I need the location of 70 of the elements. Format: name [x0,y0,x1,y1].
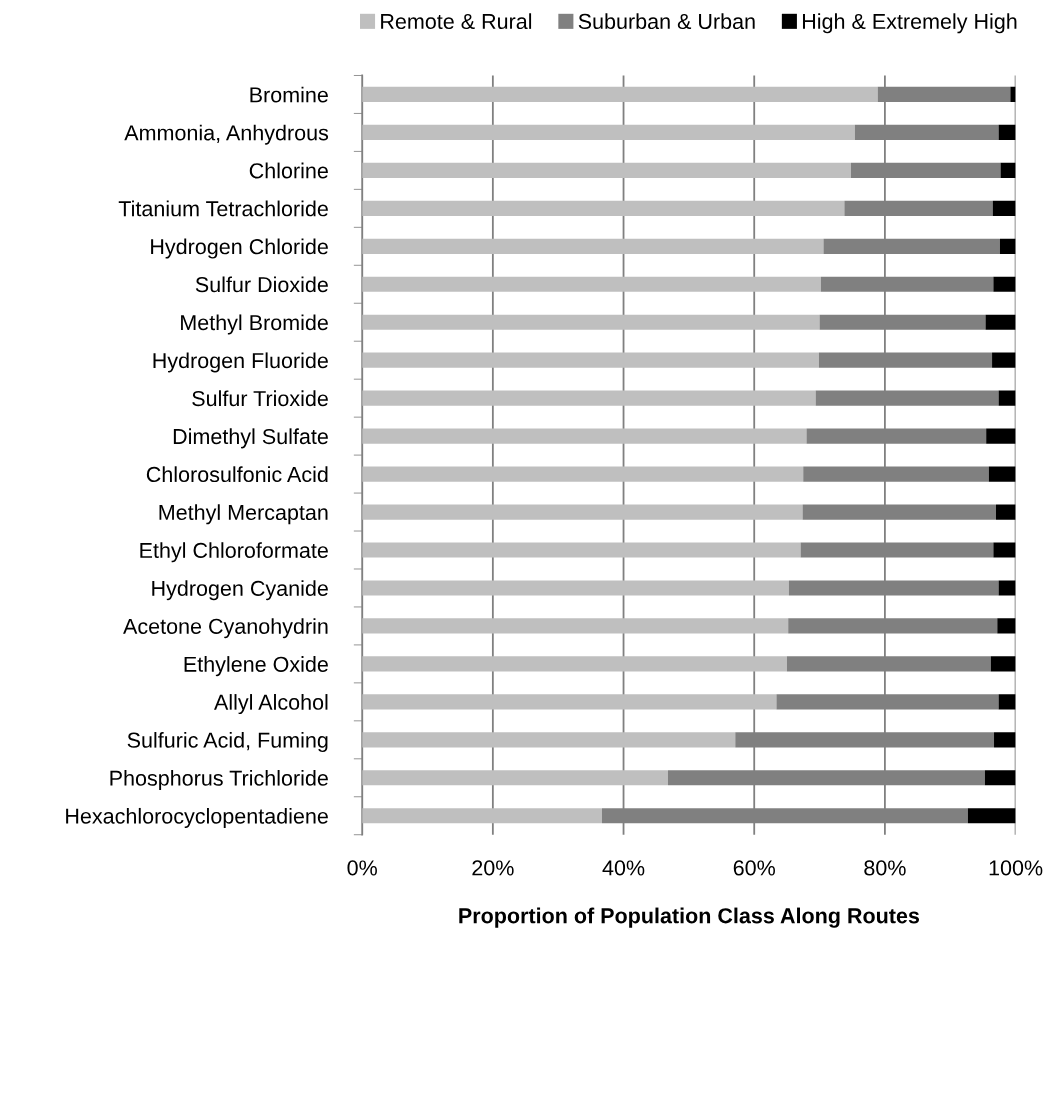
legend-label: Suburban & Urban [578,13,755,30]
y-tick-label: Phosphorus Trichloride [110,769,328,791]
bar [988,466,1016,482]
bar [967,808,1016,824]
bar [362,770,668,786]
bar [992,352,1016,368]
y-tick-label: Ethylene Oxide [184,656,328,677]
y-tick-label: Hydrogen Chloride [151,238,328,259]
y-tick-label: Allyl Alcohol [214,694,328,715]
bar [362,808,602,824]
y-tick-label: Hydrogen Cyanide [152,580,328,601]
bar [362,580,789,596]
bar [998,694,1016,710]
bar [362,656,787,672]
bar [362,200,845,216]
bar [362,162,851,178]
bar [990,656,1016,672]
y-tick-label: Chlorosulfonic Acid [146,466,328,483]
x-tick-label: 40% [602,860,645,876]
bar [992,200,1016,216]
bar [362,314,820,330]
bar [998,390,1016,406]
bar [993,276,1016,292]
y-tick-label: Ethyl Chloroformate [140,542,328,563]
y-tick-label: Methyl Bromide [181,314,328,335]
bar [362,732,736,748]
y-tick-label: Dimethyl Sulfate [173,428,328,449]
x-axis-title: Proportion of Population Class Along Routes [459,907,920,928]
y-tick-label: Sulfuric Acid, Fuming [127,732,328,753]
bar [997,618,1016,634]
bar [993,542,1016,558]
bar [984,770,1016,786]
bar [995,504,1016,520]
y-tick-label: Sulfur Dioxide [195,276,328,293]
bar [362,238,824,254]
y-tick-label: Bromine [250,86,328,103]
bar [362,276,821,292]
y-tick-label: Hydrogen Fluoride [153,352,328,373]
bar [985,314,1016,330]
bar [1000,162,1016,178]
legend-label: High & Extremely High [802,13,1017,34]
bar [362,618,789,634]
bar [362,86,878,103]
bar [362,124,855,141]
bar [362,466,804,482]
bar [998,580,1016,596]
y-tick-label: Methyl Mercaptan [159,504,328,525]
bar [994,732,1016,748]
x-tick-label: 100% [989,860,1043,876]
x-tick-label: 60% [733,860,775,876]
bar [362,428,807,444]
bar [999,238,1016,254]
y-tick-label: Acetone Cyanohydrin [123,618,328,639]
bar [986,428,1016,444]
y-tick-label: Ammonia, Anhydrous [124,124,329,145]
bar [362,352,819,368]
y-tick-label: Titanium Tetrachloride [118,200,328,217]
bar [362,694,777,710]
x-tick-label: 0% [347,860,377,876]
y-tick-label: Hexachlorocyclopentadiene [66,807,328,829]
legend-label: Remote & Rural [381,13,532,30]
x-tick-label: 20% [472,860,514,876]
y-tick-label: Sulfur Trioxide [192,390,328,407]
x-tick-label: 80% [864,860,906,876]
y-tick-label: Chlorine [249,162,328,179]
bar [998,124,1016,141]
bar [362,390,816,406]
bar [362,504,803,520]
bar [362,542,801,558]
bar [1010,86,1016,103]
